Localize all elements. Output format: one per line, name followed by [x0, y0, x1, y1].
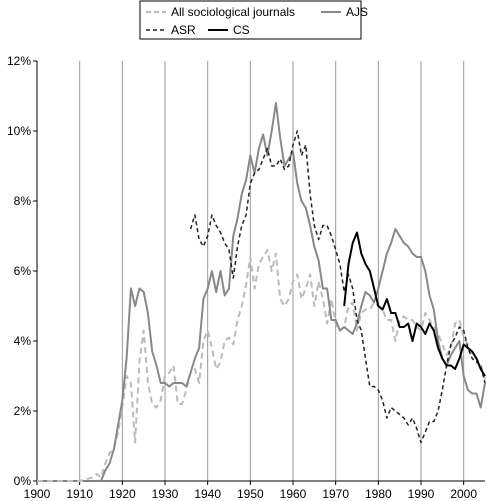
x-tick-label: 1910 — [66, 487, 93, 501]
x-tick-label: 1950 — [237, 487, 264, 501]
series-line-ajs — [100, 102, 486, 482]
y-tick-label: 4% — [14, 334, 32, 348]
x-tick-label: 2000 — [450, 487, 477, 501]
legend: All sociological journals AJS ASR CS — [139, 0, 368, 40]
x-tick-label: 1990 — [408, 487, 435, 501]
y-tick-label: 10% — [7, 124, 31, 138]
y-tick-label: 0% — [14, 474, 32, 488]
legend-box — [139, 0, 362, 40]
legend-label-ajs: AJS — [346, 5, 368, 19]
series-lines — [37, 102, 486, 482]
series-line-asr — [189, 130, 486, 444]
tick-labels: 0% 2% 4% 6% 8% 10% 12% 1900 1910 1920 1930 1940 1950… — [7, 54, 477, 501]
x-tick-label: 1940 — [194, 487, 221, 501]
x-tick-label: 1900 — [24, 487, 51, 501]
y-tick-label: 12% — [7, 54, 31, 68]
x-tick-label: 1960 — [280, 487, 307, 501]
y-tick-label: 8% — [14, 194, 32, 208]
vertical-grid — [79, 61, 465, 481]
x-tick-label: 1930 — [152, 487, 179, 501]
y-tick-label: 6% — [14, 264, 32, 278]
x-tick-label: 1920 — [109, 487, 136, 501]
x-tick-label: 1970 — [322, 487, 349, 501]
x-tick-label: 1980 — [365, 487, 392, 501]
legend-label-cs: CS — [233, 23, 250, 37]
legend-label-all: All sociological journals — [171, 5, 295, 19]
y-tick-label: 2% — [14, 404, 32, 418]
legend-label-asr: ASR — [171, 23, 196, 37]
axes — [33, 60, 485, 485]
series-line-all — [37, 249, 486, 482]
series-line-cs — [343, 231, 486, 377]
